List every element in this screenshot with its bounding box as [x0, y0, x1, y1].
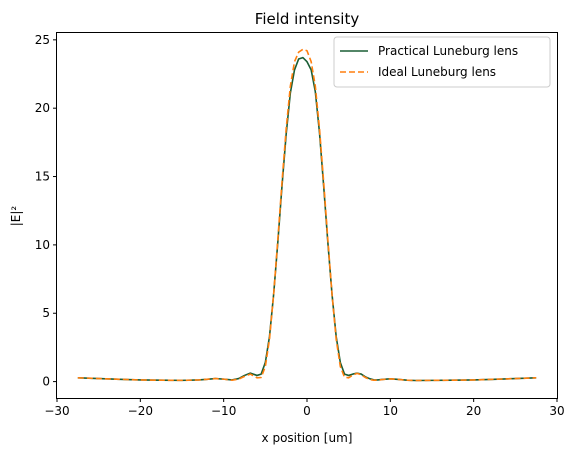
x-tick-label: 10 [383, 404, 398, 418]
y-tick-label: 10 [35, 238, 50, 252]
x-tick-label: 30 [549, 404, 564, 418]
x-axis-label: x position [um] [262, 431, 353, 445]
y-tick-label: 25 [35, 33, 50, 47]
y-tick-label: 15 [35, 170, 50, 184]
y-axis-label: |E|² [9, 206, 23, 227]
legend-label-0: Practical Luneburg lens [378, 44, 518, 58]
plot-area [77, 48, 537, 382]
x-tick-label: −30 [44, 404, 69, 418]
x-axis-ticks: −30 −20 −10 0 10 20 30 [44, 398, 565, 418]
legend-label-1: Ideal Luneburg lens [378, 65, 496, 79]
legend-box [333, 36, 551, 88]
legend: Practical Luneburg lens Ideal Luneburg le… [333, 36, 551, 88]
x-tick-label: 20 [466, 404, 481, 418]
y-axis-ticks: 0 5 10 15 20 25 [35, 33, 57, 389]
chart-title: Field intensity [255, 10, 360, 28]
y-tick-label: 5 [42, 306, 50, 320]
x-tick-label: −20 [128, 404, 153, 418]
x-tick-label: −10 [211, 404, 236, 418]
x-tick-label: 0 [303, 404, 311, 418]
y-tick-label: 0 [42, 375, 50, 389]
y-tick-label: 20 [35, 101, 50, 115]
series-line-1 [77, 48, 537, 382]
